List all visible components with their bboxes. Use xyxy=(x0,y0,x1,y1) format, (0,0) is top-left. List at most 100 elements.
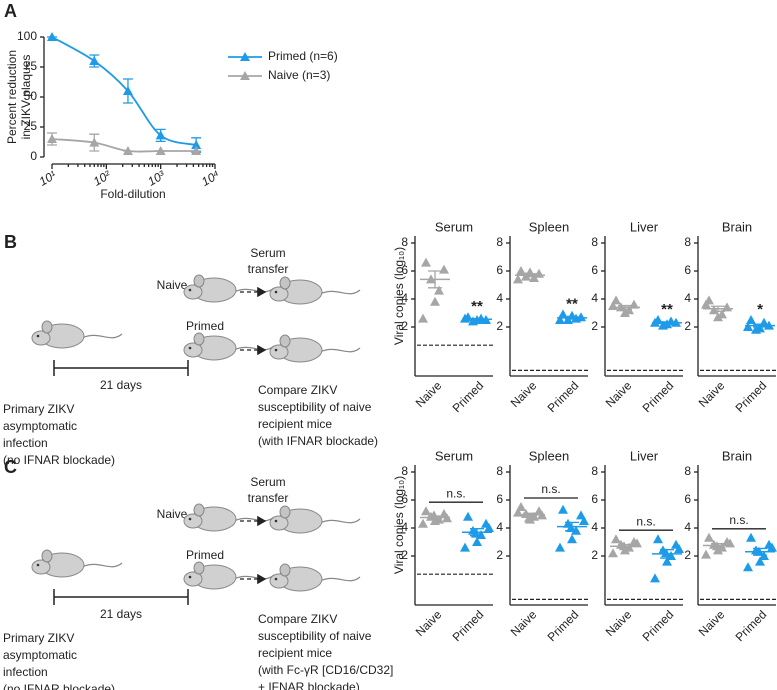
point xyxy=(755,323,765,333)
mouse-ear xyxy=(41,320,53,334)
panel-title: Liver xyxy=(630,448,659,463)
mouse-tail xyxy=(233,516,275,522)
error-bar xyxy=(565,521,579,532)
compare-label: + IFNAR blockade) xyxy=(258,680,360,690)
annotation: n.s. xyxy=(446,486,465,500)
error-bar xyxy=(711,305,725,312)
point xyxy=(155,146,166,155)
mouse-eye xyxy=(36,563,40,567)
mouse-head xyxy=(269,573,289,589)
y-tick-label: 4 xyxy=(591,520,598,534)
x-tick-label: Primed xyxy=(640,607,677,644)
error-bar xyxy=(660,321,674,325)
panel-label: B xyxy=(4,232,17,252)
mouse-tail xyxy=(81,562,123,568)
y-tick-label: 6 xyxy=(401,263,408,277)
panel-label: C xyxy=(4,457,17,477)
fit-line xyxy=(51,36,197,146)
naive-label: Naive xyxy=(157,507,188,521)
mouse-tail xyxy=(233,345,275,351)
point xyxy=(611,534,621,544)
y-tick-label: 2 xyxy=(684,548,691,562)
point xyxy=(746,532,756,542)
y-axis-label: Percent reduction xyxy=(5,50,19,144)
mouse-eye xyxy=(188,575,192,579)
error-bar xyxy=(523,512,537,517)
x-tick-label: Primed xyxy=(450,607,487,644)
mouse-tail xyxy=(319,289,361,295)
transfer-label: Serum xyxy=(250,475,285,489)
y-tick-label: 2 xyxy=(496,319,503,333)
error-bar xyxy=(565,316,579,320)
point xyxy=(701,549,711,559)
point xyxy=(418,313,428,323)
mouse-ear xyxy=(193,503,205,517)
mouse-ear xyxy=(279,334,291,348)
mouse-eye xyxy=(188,288,192,292)
error-bar xyxy=(470,528,484,537)
annotation: ** xyxy=(566,295,578,312)
mouse-ear xyxy=(193,274,205,288)
compare-label: (with IFNAR blockade) xyxy=(258,434,378,448)
legend-label: Primed (n=6) xyxy=(268,49,338,63)
point xyxy=(524,513,534,523)
point xyxy=(704,532,714,542)
mouse-eye xyxy=(274,290,278,294)
point xyxy=(555,315,565,324)
annotation: ** xyxy=(661,301,673,318)
point xyxy=(662,556,672,566)
point xyxy=(89,56,100,65)
mouse-head xyxy=(31,559,51,575)
mouse-head xyxy=(269,515,289,531)
compare-label: (with Fc-γR [CD16/CD32] xyxy=(258,663,393,677)
point xyxy=(47,134,57,143)
infection-label: (no IFNAR blockade) xyxy=(3,682,115,690)
infection-label: asymptomatic xyxy=(3,419,77,433)
point xyxy=(567,534,577,544)
y-tick-label: 4 xyxy=(684,520,691,534)
x-tick-label: 10³ xyxy=(145,167,168,188)
infection-label: infection xyxy=(3,436,48,450)
mouse-tail xyxy=(233,287,275,293)
point xyxy=(418,518,428,528)
mouse-ear xyxy=(279,276,291,290)
y-tick-label: 4 xyxy=(401,291,408,305)
days-label: 21 days xyxy=(100,378,142,392)
x-tick-label: Naive xyxy=(413,378,445,410)
point xyxy=(529,273,539,282)
mouse-head xyxy=(183,284,203,300)
legend-marker xyxy=(240,71,250,80)
y-tick-label: 8 xyxy=(401,464,408,478)
point xyxy=(653,534,663,544)
annotation: n.s. xyxy=(729,513,748,527)
x-tick-label: Naive xyxy=(696,378,728,410)
x-tick-label: Naive xyxy=(508,607,540,639)
y-tick-label: 6 xyxy=(591,263,598,277)
x-tick-label: Primed xyxy=(545,378,582,415)
point xyxy=(484,523,494,532)
compare-label: Compare ZIKV xyxy=(258,383,337,397)
panel-title: Serum xyxy=(435,448,473,463)
point xyxy=(460,542,470,552)
panel-title: Serum xyxy=(435,219,473,234)
infection-label: asymptomatic xyxy=(3,648,77,662)
error-bar xyxy=(753,547,767,556)
y-tick-label: 2 xyxy=(591,548,598,562)
mouse-head xyxy=(183,513,203,529)
y-tick-label: 2 xyxy=(591,319,598,333)
y-tick-label: 8 xyxy=(496,464,503,478)
point xyxy=(463,511,473,521)
mouse-eye xyxy=(274,348,278,352)
error-bar xyxy=(711,543,725,548)
point xyxy=(620,308,630,317)
error-bar xyxy=(523,273,537,278)
x-tick-label: Naive xyxy=(413,607,445,639)
point xyxy=(755,556,765,566)
point xyxy=(701,299,711,309)
point xyxy=(513,274,523,284)
y-tick-label: 100 xyxy=(17,29,37,43)
x-tick-label: Naive xyxy=(603,607,635,639)
panel-title: Brain xyxy=(722,219,752,234)
y-tick-label: 4 xyxy=(496,520,503,534)
